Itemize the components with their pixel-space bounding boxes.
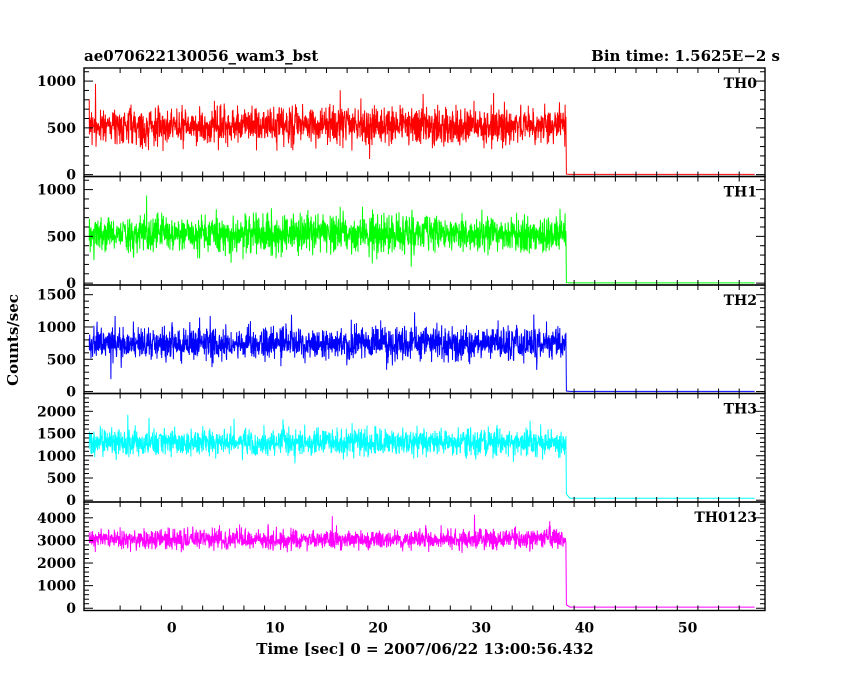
series-line-th0: [88, 83, 755, 175]
panel-th2: 0 500 1000 1500 TH2: [37, 284, 766, 401]
y-tick-label-th1: 1000: [37, 183, 76, 199]
y-tick-label-th0123: 0: [66, 601, 76, 617]
panel-label-th0: TH0: [724, 76, 758, 92]
x-tick-label: 50: [678, 621, 698, 637]
y-tick-label-th3: 500: [47, 471, 76, 487]
series-line-th1: [88, 195, 755, 284]
y-tick-label-th0123: 1000: [37, 579, 76, 595]
x-tick-label: 40: [575, 621, 595, 637]
y-tick-label-th0123: 2000: [37, 556, 76, 572]
y-tick-label-th1: 500: [47, 229, 76, 245]
y-tick-label-th2: 500: [47, 352, 76, 368]
panel-th0: 0 500 1000 TH0: [37, 67, 766, 184]
panel-th0123: 0 1000 2000 3000 4000 TH0123: [37, 501, 766, 617]
y-tick-label-th3: 0: [66, 493, 76, 509]
y-tick-label-th1: 0: [66, 276, 76, 292]
bin-time-label: Bin time: 1.5625E−2 s: [591, 47, 780, 65]
series-line-th2: [88, 312, 755, 392]
y-tick-label-th0123: 3000: [37, 533, 76, 549]
panel-frame-th0123: [83, 501, 766, 612]
panel-label-th1: TH1: [724, 185, 757, 201]
panel-th1: 0 500 1000 TH1: [37, 175, 766, 292]
y-axis-label: Counts/sec: [4, 294, 22, 386]
chart-title: ae070622130056_wam3_bst: [84, 47, 318, 65]
x-tick-label: 30: [472, 621, 492, 637]
y-tick-label-th0123: 4000: [37, 511, 76, 527]
x-tick-label: 10: [265, 621, 285, 637]
panel-label-th2: TH2: [724, 293, 757, 309]
y-tick-label-th0: 1000: [37, 74, 76, 90]
y-tick-label-th3: 1500: [37, 427, 76, 443]
series-line-th0123: [88, 514, 755, 608]
y-tick-label-th3: 1000: [37, 449, 76, 465]
x-axis-label: Time [sec] 0 = 2007/06/22 13:00:56.432: [256, 640, 593, 658]
y-tick-label-th2: 1500: [37, 288, 76, 304]
y-tick-label-th3: 2000: [37, 404, 76, 420]
y-tick-label-th2: 0: [66, 385, 76, 401]
panel-th3: 0 500 1000 1500 2000 TH3: [37, 392, 766, 509]
y-tick-label-th0: 500: [47, 121, 76, 137]
y-tick-label-th2: 1000: [37, 320, 76, 336]
panel-label-th0123: TH0123: [694, 510, 757, 526]
x-tick-label: 0: [167, 621, 177, 637]
y-tick-label-th0: 0: [66, 168, 76, 184]
series-line-th3: [88, 414, 755, 499]
panel-label-th3: TH3: [724, 402, 757, 418]
x-tick-label: 20: [368, 621, 388, 637]
